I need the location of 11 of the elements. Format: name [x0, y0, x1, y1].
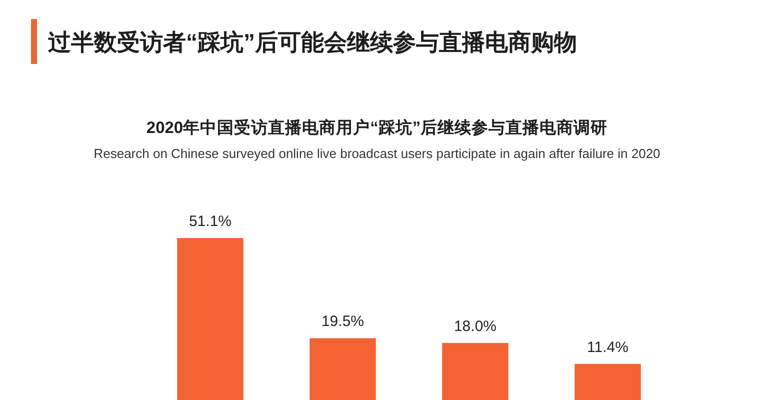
data-label: 11.4%: [587, 338, 628, 356]
chart-title: 过半数受访者“踩坑”后可能会继续参与直播电商购物: [47, 29, 577, 55]
text: Research on Chinese surveyed online live broadcast users participate in again after failure in 2020: [94, 146, 660, 161]
data-label: 19.5%: [321, 313, 364, 330]
data-label: 51.1%: [188, 213, 232, 230]
bar: [574, 364, 641, 400]
chart-subtitle: 2020年中国受访直播电商用户“踩坑”后继续参与直播电商调研: [146, 118, 608, 137]
data-label: 18.0%: [454, 318, 497, 335]
bar: [442, 342, 508, 400]
bar: [310, 338, 376, 400]
bar: [177, 238, 244, 400]
